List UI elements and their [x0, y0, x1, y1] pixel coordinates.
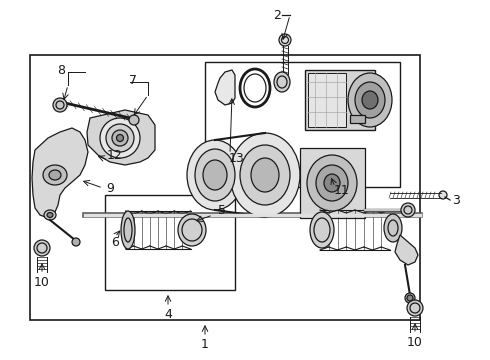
Bar	[105, 195, 235, 290]
Text: 12: 12	[107, 149, 123, 162]
Ellipse shape	[195, 149, 235, 201]
Polygon shape	[87, 110, 155, 165]
Ellipse shape	[47, 212, 53, 217]
Ellipse shape	[72, 238, 80, 246]
Ellipse shape	[384, 214, 402, 242]
Text: 5: 5	[218, 203, 226, 216]
Text: 13: 13	[229, 152, 245, 165]
Ellipse shape	[310, 212, 334, 248]
Text: 10: 10	[407, 336, 423, 348]
Ellipse shape	[129, 115, 139, 125]
Polygon shape	[32, 128, 88, 218]
Ellipse shape	[279, 34, 291, 46]
Ellipse shape	[307, 155, 357, 211]
Bar	[300, 148, 365, 218]
Ellipse shape	[355, 82, 385, 118]
Ellipse shape	[121, 211, 135, 249]
Ellipse shape	[100, 118, 140, 158]
Bar	[350, 115, 365, 123]
Ellipse shape	[324, 174, 340, 192]
Bar	[205, 62, 400, 187]
Text: 6: 6	[111, 235, 119, 248]
Ellipse shape	[251, 158, 279, 192]
Text: 9: 9	[106, 181, 114, 194]
Text: 4: 4	[164, 309, 172, 321]
Ellipse shape	[439, 191, 447, 199]
Polygon shape	[395, 235, 418, 265]
Text: 10: 10	[34, 275, 50, 288]
Ellipse shape	[316, 165, 348, 201]
Ellipse shape	[274, 72, 290, 92]
Ellipse shape	[112, 130, 128, 146]
Bar	[305, 70, 375, 130]
Ellipse shape	[117, 135, 123, 141]
Ellipse shape	[240, 145, 290, 205]
Ellipse shape	[44, 210, 56, 220]
Text: 1: 1	[201, 338, 209, 351]
Text: 7: 7	[129, 73, 137, 86]
Polygon shape	[215, 70, 235, 105]
Ellipse shape	[53, 98, 67, 112]
Ellipse shape	[187, 140, 243, 210]
Ellipse shape	[348, 73, 392, 127]
Ellipse shape	[106, 124, 134, 152]
Ellipse shape	[43, 165, 67, 185]
Bar	[30, 55, 420, 320]
Text: 11: 11	[334, 184, 350, 197]
Bar	[308, 73, 346, 127]
Ellipse shape	[401, 203, 415, 217]
Ellipse shape	[244, 74, 266, 102]
Text: 3: 3	[452, 194, 460, 207]
Ellipse shape	[230, 133, 300, 217]
Ellipse shape	[362, 91, 378, 109]
Text: 2: 2	[273, 9, 281, 22]
Ellipse shape	[407, 295, 413, 301]
Ellipse shape	[203, 160, 227, 190]
Text: 8: 8	[57, 63, 65, 77]
Ellipse shape	[49, 170, 61, 180]
Ellipse shape	[34, 240, 50, 256]
Ellipse shape	[178, 214, 206, 246]
Ellipse shape	[405, 293, 415, 303]
Ellipse shape	[407, 300, 423, 316]
